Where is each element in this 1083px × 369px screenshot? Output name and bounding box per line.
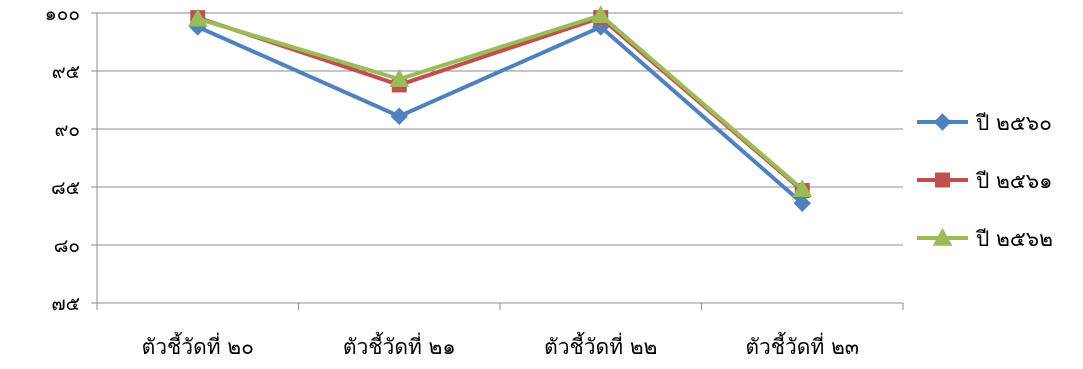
series-2 xyxy=(190,10,810,198)
y-tick-label: ๙๕ xyxy=(52,61,80,83)
axes xyxy=(91,12,904,310)
y-tick-label: ๑๐๐ xyxy=(45,3,80,25)
legend-item: ปี ๒๕๖๒ xyxy=(917,227,1053,251)
x-tick-label: ตัวชี้วัดที่ ๒๒ xyxy=(544,332,657,359)
x-tick-label: ตัวชี้วัดที่ ๒๑ xyxy=(343,332,456,359)
y-tick-label: ๘๐ xyxy=(54,235,80,257)
series-line xyxy=(197,13,804,191)
series-line xyxy=(196,24,804,205)
gridlines xyxy=(97,12,903,246)
data-point-marker xyxy=(590,5,611,24)
legend-label: ปี ๒๕๖๐ xyxy=(975,111,1052,135)
x-tick-label: ตัวชี้วัดที่ ๒๐ xyxy=(142,332,254,359)
data-point-marker xyxy=(187,8,208,27)
data-point-marker xyxy=(390,107,408,125)
series-1 xyxy=(189,18,811,212)
data-point-marker xyxy=(792,179,813,198)
legend-marker xyxy=(932,227,953,246)
data-point-marker xyxy=(389,69,410,87)
series-3 xyxy=(187,5,813,198)
legend-label: ปี ๒๕๖๑ xyxy=(975,169,1052,193)
x-tick-label: ตัวชี้วัดที่ ๒๓ xyxy=(745,332,859,359)
x-axis-tick-labels: ตัวชี้วัดที่ ๒๐ ตัวชี้วัดที่ ๒๑ ตัวชี้วัดท… xyxy=(142,332,860,359)
y-tick-label: ๙๐ xyxy=(54,119,80,141)
legend-item: ปี ๒๕๖๐ xyxy=(917,111,1052,135)
legend-label: ปี ๒๕๖๒ xyxy=(975,227,1053,251)
series-lines xyxy=(187,5,813,212)
legend-item: ปี ๒๕๖๑ xyxy=(917,169,1052,193)
legend-marker xyxy=(933,113,952,131)
legend-marker xyxy=(935,172,950,188)
series-line xyxy=(197,15,804,192)
y-tick-label: ๘๕ xyxy=(51,177,80,199)
data-point-marker xyxy=(793,194,811,212)
y-tick-label: ๗๕ xyxy=(51,293,80,315)
